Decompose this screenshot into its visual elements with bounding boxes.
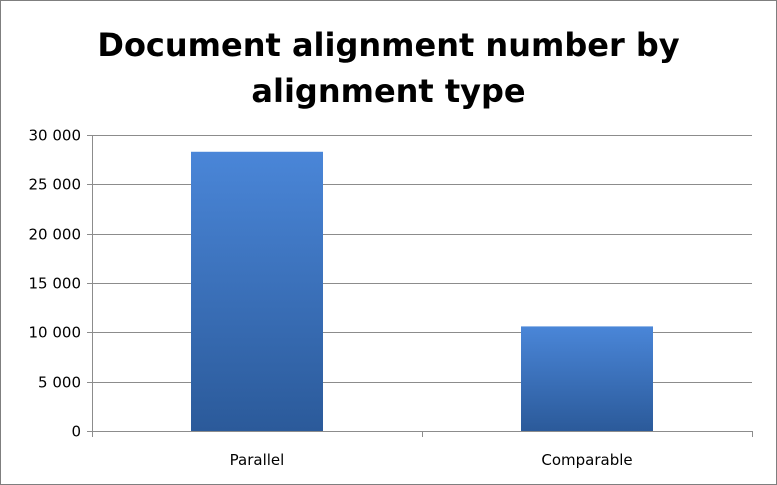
y-tick-label: 20 000 [29, 226, 82, 244]
bar-comparable [521, 326, 653, 431]
chart-title: Document alignment number by alignment t… [0, 22, 777, 114]
chart-title-line-2: alignment type [251, 72, 526, 110]
y-tick-label: 0 [71, 423, 81, 441]
y-tick-label: 25 000 [29, 176, 82, 194]
y-tick-label: 15 000 [29, 275, 82, 293]
x-tick-label: Comparable [541, 451, 632, 469]
y-tick-label: 10 000 [29, 324, 82, 342]
y-tick-label: 30 000 [29, 127, 82, 145]
y-tick-label: 5 000 [38, 374, 81, 392]
bar-parallel [191, 151, 323, 432]
x-tick-label: Parallel [230, 451, 285, 469]
chart-title-line-1: Document alignment number by [97, 26, 680, 64]
